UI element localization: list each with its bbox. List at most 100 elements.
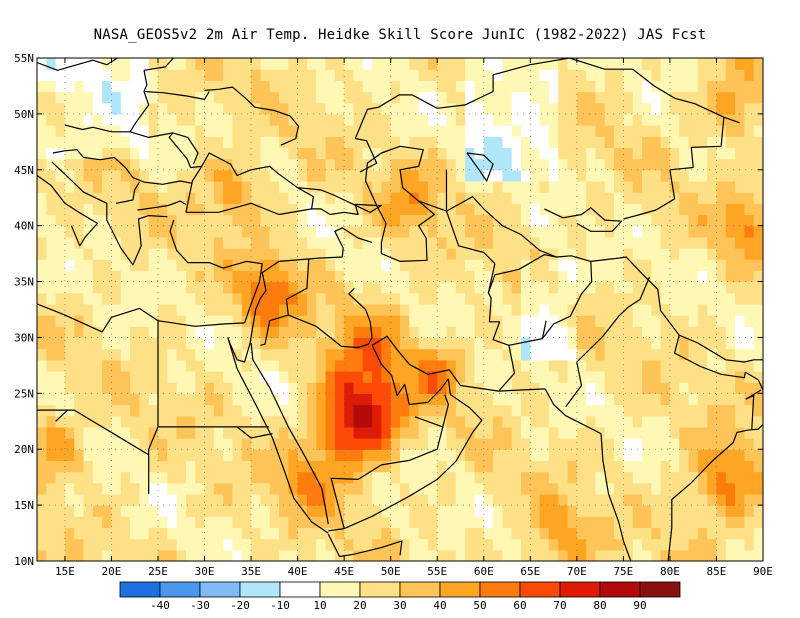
colorbar-label: 60 [513, 599, 526, 612]
score-cell [260, 169, 271, 182]
score-cell [102, 382, 113, 394]
score-cell [353, 236, 364, 249]
score-cell [669, 125, 680, 137]
score-cell [390, 471, 401, 484]
score-cell [64, 493, 75, 506]
score-cell [660, 359, 671, 372]
score-cell [241, 292, 252, 305]
score-cell [223, 80, 234, 93]
score-cell [642, 136, 652, 149]
score-cell [651, 482, 662, 495]
score-cell [279, 80, 289, 93]
score-cell [83, 303, 94, 316]
score-cell [260, 404, 271, 417]
score-cell [483, 248, 494, 260]
boundary-line [260, 299, 289, 346]
score-cell [353, 382, 364, 394]
score-cell [744, 169, 755, 182]
score-cell [55, 281, 66, 294]
score-cell [372, 259, 382, 271]
score-cell [139, 370, 150, 383]
score-cell [297, 393, 308, 406]
score-cell [669, 404, 680, 417]
score-cell [64, 259, 75, 271]
score-cell [167, 359, 178, 372]
score-cell [735, 113, 745, 126]
score-cell [725, 80, 736, 93]
score-cell [46, 259, 57, 271]
score-cell [744, 449, 755, 461]
score-cell [158, 482, 168, 495]
score-cell [176, 292, 187, 305]
score-cell [548, 516, 559, 529]
score-cell [697, 404, 708, 417]
score-cell [595, 415, 606, 428]
score-cell [130, 102, 140, 115]
score-cell [483, 404, 494, 417]
score-cell [614, 337, 624, 350]
score-cell [707, 516, 718, 529]
score-cell [167, 136, 178, 149]
score-cell [688, 225, 699, 238]
score-cell [446, 248, 457, 260]
score-cell [223, 415, 234, 428]
score-cell [120, 270, 131, 283]
score-cell [353, 471, 364, 484]
boundary-line [37, 409, 69, 422]
score-cell [325, 58, 336, 70]
score-cell [260, 438, 271, 450]
score-cell [595, 348, 606, 361]
score-cell [669, 203, 680, 216]
score-cell [576, 180, 587, 193]
score-cell [642, 538, 652, 551]
score-cell [55, 359, 66, 372]
score-cell [595, 91, 606, 104]
score-cell [306, 315, 317, 327]
score-cell [716, 538, 727, 551]
score-cell [530, 180, 541, 193]
score-cell [576, 281, 587, 294]
score-cell [167, 303, 178, 316]
score-cell [344, 438, 355, 450]
score-cell [409, 125, 420, 137]
score-cell [92, 337, 103, 350]
score-cell [381, 214, 392, 227]
score-cell [74, 147, 85, 160]
score-cell [642, 471, 652, 484]
score-cell [83, 538, 94, 551]
score-cell [55, 236, 66, 249]
score-cell [37, 259, 47, 271]
score-cell [455, 214, 466, 227]
score-cell [390, 449, 401, 461]
score-cell [241, 180, 252, 193]
score-cell [725, 348, 736, 361]
score-cell [176, 460, 187, 473]
score-cell [120, 58, 131, 70]
score-cell [669, 471, 680, 484]
score-cell [614, 169, 624, 182]
score-cell [334, 438, 345, 450]
boundary-line [437, 58, 740, 124]
score-cell [241, 303, 252, 316]
score-cell [353, 136, 364, 149]
score-cell [539, 214, 550, 227]
score-cell [530, 471, 541, 484]
score-cell [55, 180, 66, 193]
score-cell [139, 214, 150, 227]
score-cell [418, 192, 429, 204]
score-cell [669, 259, 680, 271]
score-cell [83, 426, 94, 439]
score-cell [651, 225, 662, 238]
score-cell [604, 169, 615, 182]
score-cell [716, 549, 727, 561]
score-cell [660, 348, 671, 361]
score-cell [707, 203, 718, 216]
score-cell [539, 505, 550, 517]
score-cell [213, 370, 224, 383]
score-cell [83, 415, 94, 428]
score-cell [223, 370, 234, 383]
boundary-line [311, 208, 331, 216]
score-cell [362, 482, 373, 495]
score-cell [744, 113, 755, 126]
score-cell [288, 471, 299, 484]
